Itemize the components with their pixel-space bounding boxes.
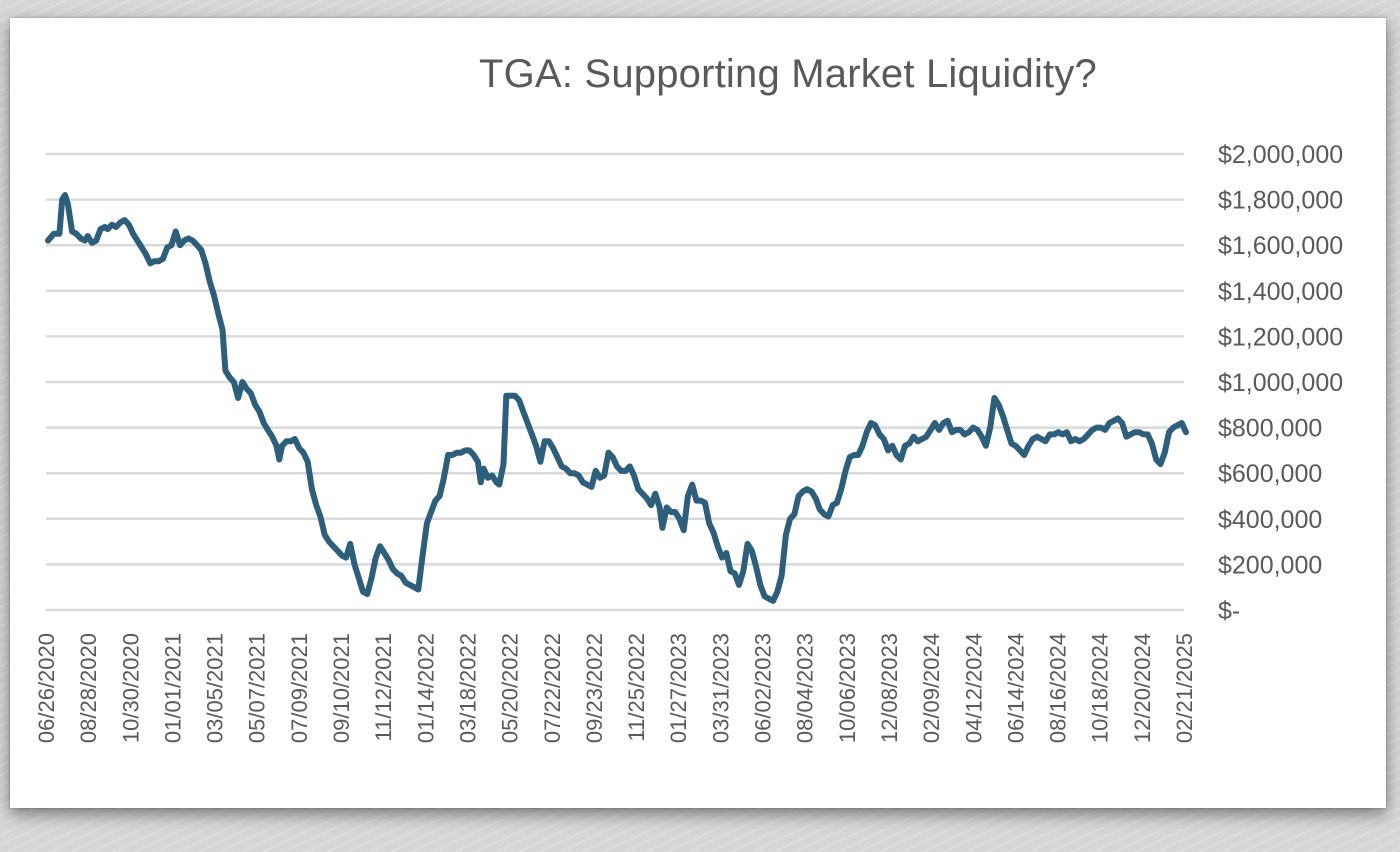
x-tick-label: 06/14/2024 xyxy=(1003,633,1028,743)
chart-card xyxy=(10,18,1386,808)
x-tick-label: 09/10/2021 xyxy=(329,633,354,743)
x-tick-label: 08/04/2023 xyxy=(793,633,818,743)
x-tick-label: 07/09/2021 xyxy=(287,633,312,743)
x-tick-label: 05/20/2022 xyxy=(498,633,523,743)
x-tick-label: 10/30/2020 xyxy=(118,633,143,743)
y-tick-label: $1,200,000 xyxy=(1218,323,1343,351)
series-line-tga xyxy=(45,192,1189,604)
y-tick-label: $800,000 xyxy=(1218,415,1322,443)
x-tick-label: 03/18/2022 xyxy=(455,633,480,743)
x-tick-label: 04/12/2024 xyxy=(961,633,986,743)
x-tick-label: 07/22/2022 xyxy=(540,633,565,743)
y-tick-label: $400,000 xyxy=(1218,506,1322,534)
x-tick-label: 11/25/2022 xyxy=(624,633,649,741)
x-tick-label: 06/02/2023 xyxy=(751,633,776,743)
x-tick-label: 06/26/2020 xyxy=(34,633,59,743)
x-tick-label: 02/21/2025 xyxy=(1172,633,1197,743)
x-tick-label: 08/16/2024 xyxy=(1046,633,1071,743)
y-tick-label: $1,400,000 xyxy=(1218,278,1343,306)
x-tick-label: 10/06/2023 xyxy=(835,633,860,743)
y-tick-label: $2,000,000 xyxy=(1218,141,1343,169)
y-tick-label: $200,000 xyxy=(1218,551,1322,579)
y-tick-label: $- xyxy=(1218,597,1240,625)
y-tick-label: $1,000,000 xyxy=(1218,369,1343,397)
y-tick-label: $1,600,000 xyxy=(1218,232,1343,260)
x-tick-label: 08/28/2020 xyxy=(76,633,101,743)
x-tick-label: 12/20/2024 xyxy=(1130,633,1155,743)
chart-title: TGA: Supporting Market Liquidity? xyxy=(478,52,1097,96)
x-tick-label: 01/27/2023 xyxy=(666,633,691,743)
x-tick-label: 09/23/2022 xyxy=(582,633,607,743)
x-tick-label: 01/14/2022 xyxy=(413,633,438,743)
x-tick-label: 12/08/2023 xyxy=(877,633,902,743)
x-tick-label: 02/09/2024 xyxy=(919,633,944,743)
x-tick-label: 05/07/2021 xyxy=(245,633,270,743)
x-tick-label: 03/31/2023 xyxy=(708,633,733,743)
x-tick-label: 01/01/2021 xyxy=(160,633,185,743)
y-tick-label: $1,800,000 xyxy=(1218,187,1343,215)
x-tick-label: 10/18/2024 xyxy=(1088,633,1113,743)
x-tick-label: 11/12/2021 xyxy=(371,633,396,741)
x-tick-label: 03/05/2021 xyxy=(203,633,228,743)
y-tick-label: $600,000 xyxy=(1218,460,1322,488)
